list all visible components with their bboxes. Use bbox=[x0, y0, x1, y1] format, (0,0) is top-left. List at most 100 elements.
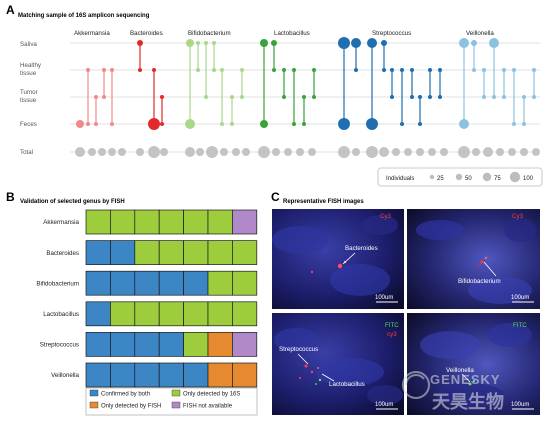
total-dot bbox=[338, 146, 350, 158]
fish-cell bbox=[232, 332, 258, 357]
fish-legend-label: Only detected by FISH bbox=[101, 404, 161, 410]
size-legend-100: 100 bbox=[523, 176, 534, 182]
channel-label-fitc-2: FITC bbox=[513, 322, 527, 329]
total-dot bbox=[108, 148, 116, 156]
fish-image-veillonella: FITC Veillonella 100um bbox=[407, 313, 540, 415]
dumbbell-point-akkermansia bbox=[94, 122, 98, 126]
total-dot bbox=[88, 148, 96, 156]
dumbbell-point-lactobacillus bbox=[260, 39, 268, 47]
panel-a-title: Matching sample of 16S amplicon sequenci… bbox=[18, 13, 150, 19]
total-dot bbox=[242, 148, 250, 156]
scale-bar-label-4: 100um bbox=[511, 402, 529, 408]
fish-cell bbox=[85, 270, 111, 296]
fish-cell bbox=[207, 362, 233, 388]
fish-cell bbox=[110, 240, 136, 265]
panel-b: B Validation of selected genus by FISH A… bbox=[6, 190, 258, 416]
fish-cell bbox=[207, 332, 233, 357]
total-dot bbox=[428, 148, 436, 156]
dumbbell-point-streptococcus bbox=[381, 40, 387, 46]
dumbbell-point-bifidobacterium bbox=[230, 122, 234, 126]
total-dot bbox=[440, 148, 448, 156]
fish-legend-label: Confirmed by both bbox=[101, 392, 150, 398]
dumbbell-point-streptococcus bbox=[351, 38, 361, 48]
total-dot bbox=[392, 148, 400, 156]
dumbbell-point-bifidobacterium bbox=[220, 122, 224, 126]
dumbbell-point-akkermansia bbox=[102, 68, 106, 72]
total-dot bbox=[75, 147, 85, 157]
dumbbell-plot bbox=[76, 37, 536, 130]
dumbbell-point-streptococcus bbox=[428, 95, 432, 99]
dumbbell-point-akkermansia bbox=[76, 120, 84, 128]
total-dot bbox=[220, 148, 228, 156]
dumbbell-point-veillonella bbox=[532, 95, 536, 99]
fish-validation-legend: Confirmed by both Only detected by FISH On… bbox=[85, 387, 258, 416]
dumbbell-point-veillonella bbox=[459, 119, 469, 129]
genus-label-veillonella: Veillonella bbox=[466, 30, 494, 37]
dumbbell-point-veillonella bbox=[532, 68, 536, 72]
dumbbell-point-bacteroides bbox=[148, 118, 160, 130]
size-legend-dot-25 bbox=[429, 174, 435, 180]
panel-b-letter: B bbox=[6, 190, 15, 204]
dumbbell-point-bacteroides bbox=[138, 68, 142, 72]
dumbbell-point-bacteroides bbox=[160, 95, 164, 99]
fish-label-streptococcus: Streptococcus bbox=[279, 346, 318, 353]
total-dot bbox=[458, 146, 470, 158]
fish-cell bbox=[232, 362, 258, 388]
total-dot bbox=[185, 147, 195, 157]
fish-legend-swatch bbox=[89, 389, 99, 397]
fish-cell bbox=[183, 270, 209, 296]
size-legend-title: Individuals bbox=[386, 176, 414, 182]
dumbbell-point-streptococcus bbox=[410, 95, 414, 99]
fish-cell bbox=[85, 240, 111, 265]
dumbbell-point-veillonella bbox=[512, 122, 516, 126]
size-legend-dot-75 bbox=[482, 172, 492, 182]
total-dot bbox=[366, 146, 378, 158]
dumbbell-point-bifidobacterium bbox=[212, 41, 216, 45]
total-dot bbox=[118, 148, 126, 156]
genus-label-bacteroides: Bacteroides bbox=[130, 30, 163, 37]
total-dot bbox=[272, 148, 280, 156]
fish-cell bbox=[110, 270, 136, 296]
fish-cell bbox=[134, 209, 160, 235]
channel-label-cy3: Cy3 bbox=[380, 213, 392, 220]
fish-cell bbox=[134, 240, 160, 265]
total-dot bbox=[520, 148, 528, 156]
dumbbell-point-bifidobacterium bbox=[204, 95, 208, 99]
fish-cell bbox=[158, 332, 184, 357]
dumbbell-point-streptococcus bbox=[338, 37, 350, 49]
dumbbell-point-bifidobacterium bbox=[240, 95, 244, 99]
dumbbell-point-streptococcus bbox=[354, 68, 358, 72]
fish-cell bbox=[183, 301, 209, 327]
dumbbell-point-bifidobacterium bbox=[240, 68, 244, 72]
fish-cell bbox=[110, 362, 136, 388]
fish-cell bbox=[158, 362, 184, 388]
dumbbell-point-bifidobacterium bbox=[220, 68, 224, 72]
size-legend-dot-100 bbox=[509, 171, 521, 183]
total-dot bbox=[308, 148, 316, 156]
dumbbell-point-lactobacillus bbox=[260, 120, 268, 128]
fish-cell bbox=[207, 270, 233, 296]
fish-legend-box bbox=[85, 387, 258, 416]
dumbbell-point-streptococcus bbox=[410, 68, 414, 72]
dumbbell-point-bifidobacterium bbox=[185, 119, 195, 129]
dumbbell-point-veillonella bbox=[502, 95, 506, 99]
fish-cell bbox=[232, 301, 258, 327]
panel-c: C Representative FISH images Cy3 Bactero… bbox=[271, 190, 540, 415]
dumbbell-point-streptococcus bbox=[400, 122, 404, 126]
dumbbell-point-streptococcus bbox=[367, 38, 377, 48]
fish-cell bbox=[110, 332, 136, 357]
dumbbell-point-lactobacillus bbox=[271, 40, 277, 46]
panel-a-letter: A bbox=[6, 3, 15, 17]
dumbbell-point-bacteroides bbox=[160, 122, 164, 126]
dumbbell-point-lactobacillus bbox=[272, 68, 276, 72]
fish-cell bbox=[85, 301, 111, 327]
fish-cell bbox=[158, 301, 184, 327]
total-dot bbox=[472, 148, 480, 156]
watermark-cjk: 天昊生物 bbox=[432, 391, 504, 412]
dumbbell-point-veillonella bbox=[482, 68, 486, 72]
panel-c-title: Representative FISH images bbox=[283, 199, 364, 205]
genus-label-streptococcus: Streptococcus bbox=[372, 30, 411, 37]
fish-cell bbox=[134, 270, 160, 296]
fish-cell bbox=[134, 332, 160, 357]
scale-bar-label: 100um bbox=[375, 295, 393, 301]
